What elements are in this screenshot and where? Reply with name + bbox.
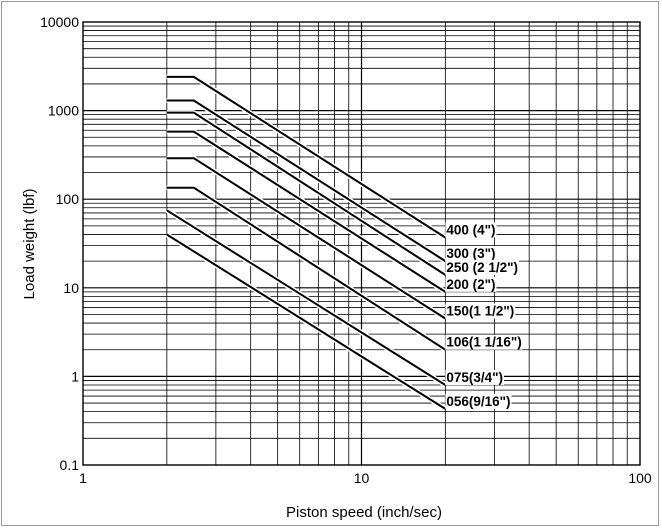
y-tick-label: 0.1	[60, 457, 80, 473]
y-tick-label: 100	[56, 191, 80, 207]
series-label-background	[445, 303, 516, 319]
x-tick-label: 100	[628, 470, 652, 486]
series-label-background	[445, 259, 520, 275]
series-label: 056(9/16")	[446, 394, 510, 409]
y-tick-labels: 0.1 1 10 100 1000 10000	[40, 14, 79, 473]
plot-area-border	[82, 21, 641, 466]
series-label-background	[445, 276, 497, 292]
grid-lines	[83, 22, 640, 465]
series-label-background	[445, 369, 505, 385]
series-label-background	[445, 334, 523, 350]
series-line	[166, 75, 446, 239]
series-label-background	[445, 393, 512, 409]
y-axis-label: Load weight (lbf)	[21, 189, 38, 300]
y-tick-label: 10	[63, 280, 79, 296]
series-line	[166, 209, 446, 386]
x-tick-label: 1	[79, 470, 87, 486]
series-line	[166, 233, 446, 410]
series-label: 150(1 1/2")	[446, 304, 514, 319]
series-label: 075(3/4")	[446, 370, 503, 385]
x-tick-label: 10	[354, 470, 370, 486]
series-label: 400 (4")	[446, 222, 495, 237]
y-tick-label: 10000	[40, 14, 79, 30]
series-lines	[165, 74, 447, 412]
x-axis-label: Piston speed (inch/sec)	[286, 504, 442, 521]
series-line	[166, 99, 446, 262]
y-tick-label: 1000	[48, 103, 79, 119]
series-label: 300 (3")	[446, 246, 495, 261]
series-line	[166, 157, 446, 320]
series-line	[166, 186, 446, 351]
series-label-background	[445, 246, 497, 262]
y-tick-label: 1	[71, 368, 79, 384]
series-line	[166, 111, 446, 276]
series-label: 106(1 1/16")	[446, 335, 521, 350]
plot-border	[82, 21, 641, 466]
series-labels: 400 (4") 300 (3")250 (2 1/2") 200 (2") 150(…	[445, 222, 523, 409]
series-line	[166, 130, 446, 293]
series-label: 200 (2")	[446, 277, 495, 292]
series-label: 250 (2 1/2")	[446, 260, 518, 275]
series-label-background	[445, 222, 497, 238]
x-tick-labels: 1 10 100	[79, 470, 652, 486]
